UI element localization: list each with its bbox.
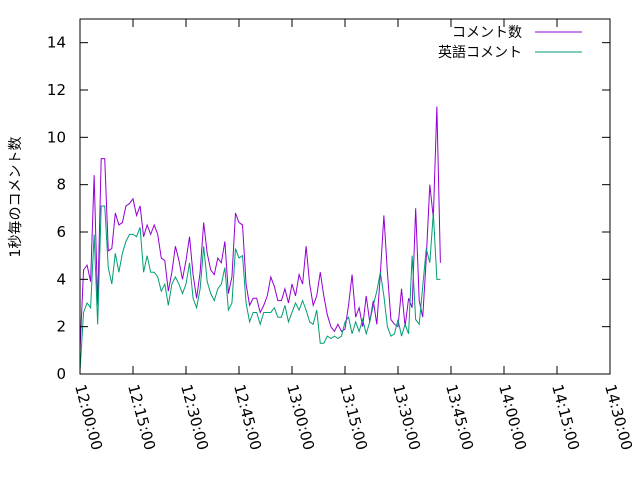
series-layer xyxy=(79,106,441,372)
y-tick-label: 4 xyxy=(56,270,66,288)
y-tick-label: 14 xyxy=(47,34,66,52)
y-axis-label: 1秒毎のコメント数 xyxy=(8,137,24,258)
legend-label-2: 英語コメント xyxy=(438,44,522,61)
series-line-2 xyxy=(79,205,441,372)
legend-label-1: コメント数 xyxy=(452,25,522,41)
y-tick-label: 6 xyxy=(56,223,66,241)
y-tick-label: 10 xyxy=(47,128,66,146)
y-tick-label: 12 xyxy=(47,81,66,99)
y-tick-label: 2 xyxy=(56,318,66,336)
y-axis: 0 2 4 6 8 10 12 14 xyxy=(47,34,610,383)
y-tick-label: 8 xyxy=(56,176,66,194)
y-tick-label: 0 xyxy=(56,365,66,383)
